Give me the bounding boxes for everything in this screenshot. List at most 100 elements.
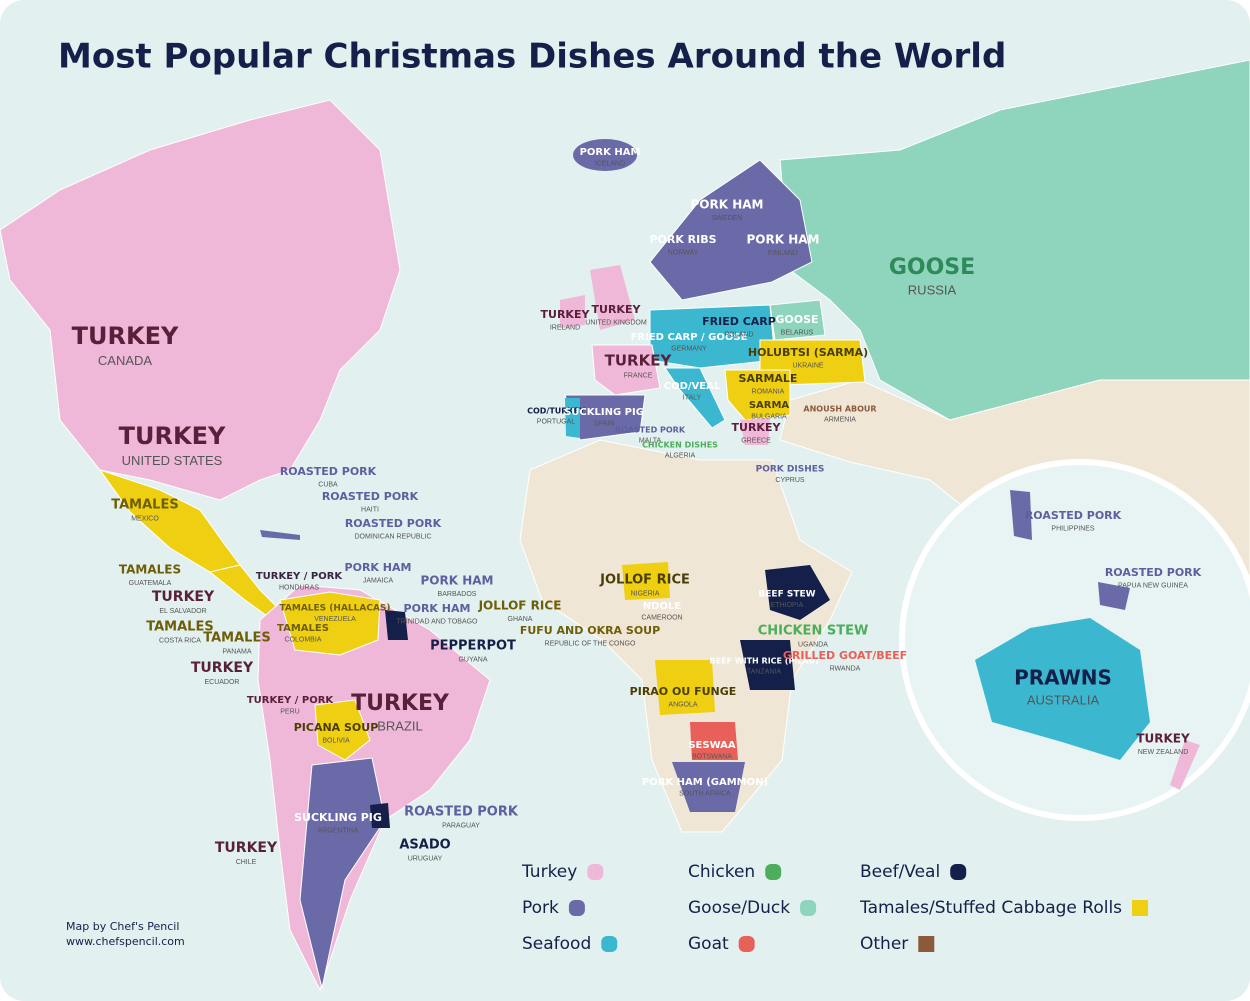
dish-label: FRIED CARP xyxy=(702,315,776,328)
dish-label: TURKEY xyxy=(1136,732,1190,746)
dish-label: ROASTED PORK xyxy=(404,805,519,820)
title: Most Popular Christmas Dishes Around the… xyxy=(58,37,1006,77)
dish-label: TURKEY xyxy=(119,422,226,450)
country-label: ETHIOPIA xyxy=(771,602,804,609)
country-label: PANAMA xyxy=(222,649,251,656)
country-label: GUATEMALA xyxy=(129,580,172,587)
dish-label: BEEF WITH RICE (PILAU) xyxy=(710,657,819,666)
dish-label: TAMALES xyxy=(277,623,329,634)
dish-label: PORK HAM xyxy=(421,574,494,588)
land-tanzania xyxy=(740,640,795,690)
country-label: NORWAY xyxy=(668,249,699,256)
country-label: POLAND xyxy=(725,331,754,338)
dish-label: TURKEY xyxy=(541,308,591,321)
dish-label: SARMA xyxy=(749,400,790,411)
land-portugal xyxy=(565,398,580,438)
country-label: UNITED STATES xyxy=(122,453,223,468)
legend-label: Pork xyxy=(522,898,559,918)
legend-swatch xyxy=(568,900,585,916)
land-north-america xyxy=(0,99,401,501)
land-greece xyxy=(740,418,770,445)
country-label: COSTA RICA xyxy=(159,638,201,645)
dish-label: TURKEY xyxy=(215,840,278,856)
dish-label: FUFU AND OKRA SOUP xyxy=(520,624,660,637)
country-label: PORTUGAL xyxy=(537,419,575,426)
legend-swatch xyxy=(601,936,618,952)
country-label: BULGARIA xyxy=(751,414,787,421)
dish-label: ROASTED PORK xyxy=(1105,566,1202,579)
legend-swatch xyxy=(765,864,782,880)
country-label: SOUTH AFRICA xyxy=(679,791,731,798)
country-label: CUBA xyxy=(318,481,338,488)
dish-label: PORK HAM xyxy=(691,198,764,212)
land-balkans xyxy=(724,369,791,421)
dish-label: TAMALES xyxy=(146,620,213,635)
dish-label: COD/VEAL xyxy=(664,381,721,392)
country-label: UKRAINE xyxy=(792,362,823,369)
country-label: IRELAND xyxy=(550,324,580,331)
country-label: TRINIDAD AND TOBAGO xyxy=(396,618,478,625)
dish-label: JOLLOF RICE xyxy=(599,573,690,588)
legend-label: Turkey xyxy=(521,862,577,882)
dish-label: BEEF STEW xyxy=(758,590,815,600)
dish-label: COD/TURKEY xyxy=(527,407,585,416)
land-new-zealand xyxy=(1170,740,1200,790)
land-ethiopia xyxy=(765,565,830,620)
country-label: ALGERIA xyxy=(665,453,696,460)
legend-swatch xyxy=(918,936,935,952)
country-label: BELARUS xyxy=(781,329,814,336)
legend-label: Other xyxy=(860,934,908,954)
land-uruguay xyxy=(370,803,390,828)
country-label: ANGOLA xyxy=(668,701,698,708)
dish-label: PICANA SOUP xyxy=(294,721,379,734)
land-angola xyxy=(655,660,715,715)
legend-label: Seafood xyxy=(522,934,591,954)
dish-label: NDOLE xyxy=(643,601,682,612)
dish-label: TAMALES xyxy=(203,631,270,646)
legend-label: Chicken xyxy=(688,862,755,882)
country-label: RUSSIA xyxy=(908,283,957,298)
legend-label: Tamales/Stuffed Cabbage Rolls xyxy=(859,898,1122,918)
country-label: PARAGUAY xyxy=(442,823,480,830)
dish-label: PORK HAM xyxy=(404,602,471,615)
credit: Map by Chef's Pencil xyxy=(66,920,179,933)
country-label: ITALY xyxy=(683,395,702,402)
land-ireland xyxy=(560,295,585,328)
dish-label: ASADO xyxy=(399,838,450,853)
country-label: GHANA xyxy=(508,616,533,623)
dish-label: GOOSE xyxy=(775,313,818,326)
country-label: PHILIPPINES xyxy=(1051,525,1095,532)
dish-label: ROASTED PORK xyxy=(322,490,419,503)
country-label: UGANDA xyxy=(798,642,828,649)
country-label: GUYANA xyxy=(458,657,487,664)
land-venezuela-colombia xyxy=(279,591,381,656)
dish-label: TURKEY xyxy=(191,660,254,676)
dish-label: TURKEY xyxy=(152,589,215,605)
land-australia xyxy=(975,618,1150,760)
country-label: NEW ZEALAND xyxy=(1138,749,1189,756)
land-south-africa xyxy=(672,762,745,812)
country-label: SWEDEN xyxy=(712,215,743,222)
country-label: RWANDA xyxy=(830,665,861,672)
dish-label: ANOUSH ABOUR xyxy=(803,405,876,414)
dish-label: SARMALE xyxy=(739,372,798,385)
country-label: URUGUAY xyxy=(408,856,443,863)
country-label: HONDURAS xyxy=(279,585,319,592)
dish-label: TAMALES xyxy=(119,563,181,577)
dish-label: SESWAA xyxy=(688,740,736,751)
land-png xyxy=(1098,582,1130,610)
dish-label: TURKEY xyxy=(732,421,782,434)
country-label: COLOMBIA xyxy=(285,637,322,644)
country-label: ROMANIA xyxy=(752,388,785,395)
land-guyana xyxy=(385,610,408,640)
legend-label: Goat xyxy=(688,934,729,954)
country-label: MALTA xyxy=(639,438,662,445)
land-scandinavia xyxy=(649,159,813,301)
land-france xyxy=(591,344,661,396)
legend-label: Beef/Veal xyxy=(860,862,940,882)
country-label: GERMANY xyxy=(671,346,707,353)
country-label: ARMENIA xyxy=(824,417,856,424)
dish-label: TURKEY / PORK xyxy=(256,571,344,582)
